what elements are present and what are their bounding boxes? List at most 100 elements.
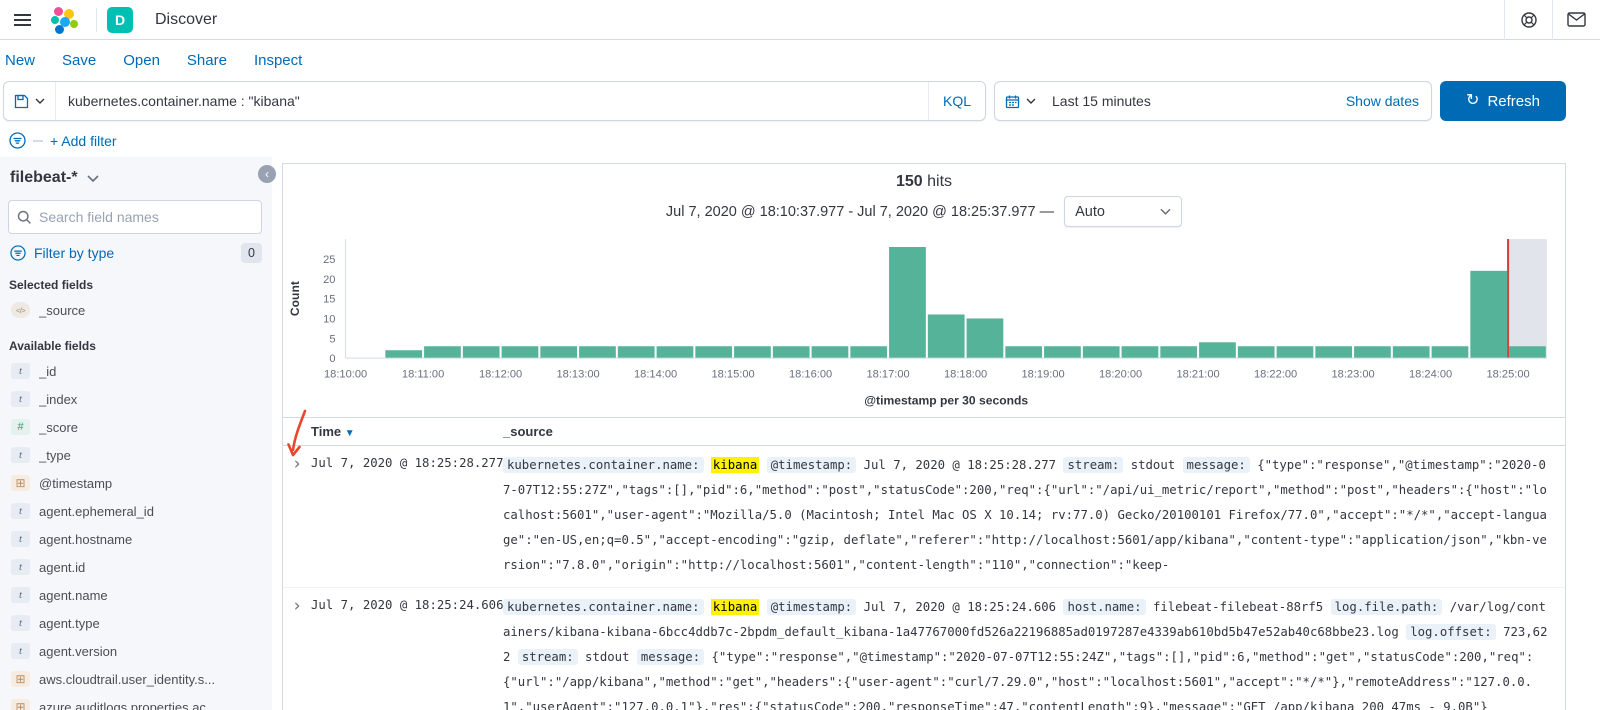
histogram-bar[interactable] (1005, 346, 1043, 359)
x-tick-label: 18:22:00 (1254, 368, 1297, 380)
histogram-bar[interactable] (656, 346, 694, 359)
search-field-names-input[interactable] (39, 209, 253, 225)
open-button[interactable]: Open (123, 51, 160, 69)
histogram-bar[interactable] (1121, 346, 1159, 359)
field-chip: @timestamp: (766, 456, 857, 473)
field-item[interactable]: ⊞ aws.cloudtrail.user_identity.s... (8, 665, 262, 693)
histogram-bar[interactable] (966, 318, 1004, 359)
histogram-bar[interactable] (1315, 346, 1353, 359)
new-button[interactable]: New (5, 51, 36, 69)
refresh-icon: ↻ (1466, 92, 1480, 109)
field-item[interactable]: t agent.hostname (8, 525, 262, 553)
divider (33, 139, 43, 142)
newsfeed-icon[interactable] (1552, 0, 1600, 40)
string-type-icon: t (11, 531, 30, 547)
histogram-bar[interactable] (501, 346, 539, 359)
histogram-bar[interactable] (1354, 346, 1391, 359)
x-tick-label: 18:17:00 (866, 368, 909, 380)
field-chip: kubernetes.container.name: (503, 456, 704, 473)
histogram-bar[interactable] (1392, 346, 1430, 359)
histogram-bar[interactable] (462, 346, 500, 359)
field-name: agent.name (39, 587, 108, 603)
table-row: › Jul 7, 2020 @ 18:25:28.277 kubernetes.co… (283, 446, 1565, 588)
menu-icon[interactable] (0, 0, 44, 40)
field-name: _id (39, 363, 57, 379)
query-bar: kubernetes.container.name : "kibana" KQL… (3, 81, 1566, 121)
y-tick-label: 20 (323, 274, 335, 286)
partial-bucket-region (1508, 239, 1547, 359)
histogram-bar[interactable] (617, 346, 655, 359)
field-item[interactable]: t agent.type (8, 609, 262, 637)
sort-descending-icon[interactable]: ▼ (344, 427, 355, 439)
field-item[interactable]: t _type (8, 441, 262, 469)
histogram-bar[interactable] (889, 246, 926, 359)
x-tick-label: 18:12:00 (479, 368, 522, 380)
histogram-bar[interactable] (1160, 346, 1198, 359)
index-pattern-selector[interactable]: filebeat-* (8, 169, 262, 187)
show-dates-button[interactable]: Show dates (1345, 93, 1419, 109)
field-item[interactable]: t agent.id (8, 553, 262, 581)
field-item[interactable]: t _id (8, 357, 262, 385)
x-tick-label: 18:14:00 (634, 368, 677, 380)
expand-row-button[interactable]: › (291, 595, 303, 616)
histogram-bar[interactable] (772, 346, 810, 359)
histogram-bar[interactable] (1431, 346, 1469, 359)
histogram-bar[interactable] (734, 346, 771, 359)
histogram-bar[interactable] (695, 346, 733, 359)
histogram-bar[interactable] (1199, 342, 1236, 359)
deployment-badge[interactable]: D (107, 6, 133, 33)
saved-query-menu-button[interactable] (4, 82, 56, 120)
histogram-bar[interactable] (579, 346, 616, 359)
hits-line: 150 hits (283, 164, 1565, 191)
selected-fields-list: </> _source (8, 296, 262, 324)
add-filter-button[interactable]: + Add filter (50, 132, 117, 149)
inspect-button[interactable]: Inspect (253, 51, 303, 69)
histogram-bar[interactable] (1509, 346, 1546, 359)
histogram-svg[interactable]: 0 5 10 15 20 25 18:10:00 18:11:00 18:12:00 18:13:… (283, 233, 1565, 413)
page-title: Discover (155, 10, 218, 28)
histogram-bar[interactable] (540, 346, 578, 359)
x-tick-label: 18:24:00 (1409, 368, 1452, 380)
field-item[interactable]: # _score (8, 413, 262, 441)
field-item[interactable]: t agent.version (8, 637, 262, 665)
expand-row-button[interactable]: › (291, 453, 303, 474)
field-item[interactable]: </> _source (8, 296, 262, 324)
histogram-bar[interactable] (1082, 346, 1120, 359)
field-item[interactable]: ⊞ azure.auditlogs.properties.ac... (8, 693, 262, 710)
histogram-bar[interactable] (385, 350, 423, 359)
hits-label: hits (927, 173, 953, 190)
refresh-button[interactable]: ↻ Refresh (1440, 81, 1566, 121)
time-range-value[interactable]: Last 15 minutes (1052, 93, 1151, 109)
histogram-bar[interactable] (1237, 346, 1275, 359)
histogram-bar[interactable] (1044, 346, 1081, 359)
interval-select[interactable]: Auto (1064, 196, 1183, 227)
query-input[interactable]: kubernetes.container.name : "kibana" (68, 93, 300, 109)
histogram-bar[interactable] (1276, 346, 1314, 359)
x-tick-label: 18:16:00 (789, 368, 832, 380)
x-tick-label: 18:11:00 (402, 368, 444, 380)
query-language-button[interactable]: KQL (927, 82, 985, 120)
available-fields-heading: Available fields (9, 339, 96, 353)
field-item[interactable]: t agent.ephemeral_id (8, 497, 262, 525)
time-column-header[interactable]: Time ▼ (311, 423, 355, 439)
field-name: agent.version (39, 643, 118, 659)
filter-menu-icon[interactable] (9, 132, 26, 149)
field-name: azure.auditlogs.properties.ac... (39, 699, 217, 710)
histogram-bar[interactable] (424, 346, 461, 359)
field-chip: stream: (1063, 456, 1124, 473)
save-button[interactable]: Save (62, 51, 97, 69)
help-icon[interactable] (1504, 0, 1552, 40)
share-button[interactable]: Share (186, 51, 227, 69)
histogram-bar[interactable] (850, 346, 888, 359)
histogram-bar[interactable] (1470, 270, 1508, 359)
collapse-sidebar-button[interactable]: ‹ (258, 165, 276, 183)
x-tick-label: 18:18:00 (944, 368, 987, 380)
filter-by-type-button[interactable]: Filter by type (34, 245, 115, 261)
histogram-bar[interactable] (927, 314, 965, 359)
field-item[interactable]: ⊞ @timestamp (8, 469, 262, 497)
field-item[interactable]: t agent.name (8, 581, 262, 609)
field-item[interactable]: t _index (8, 385, 262, 413)
date-picker-menu-button[interactable] (995, 94, 1046, 109)
elastic-logo-icon[interactable] (44, 0, 86, 40)
histogram-bar[interactable] (811, 346, 849, 359)
